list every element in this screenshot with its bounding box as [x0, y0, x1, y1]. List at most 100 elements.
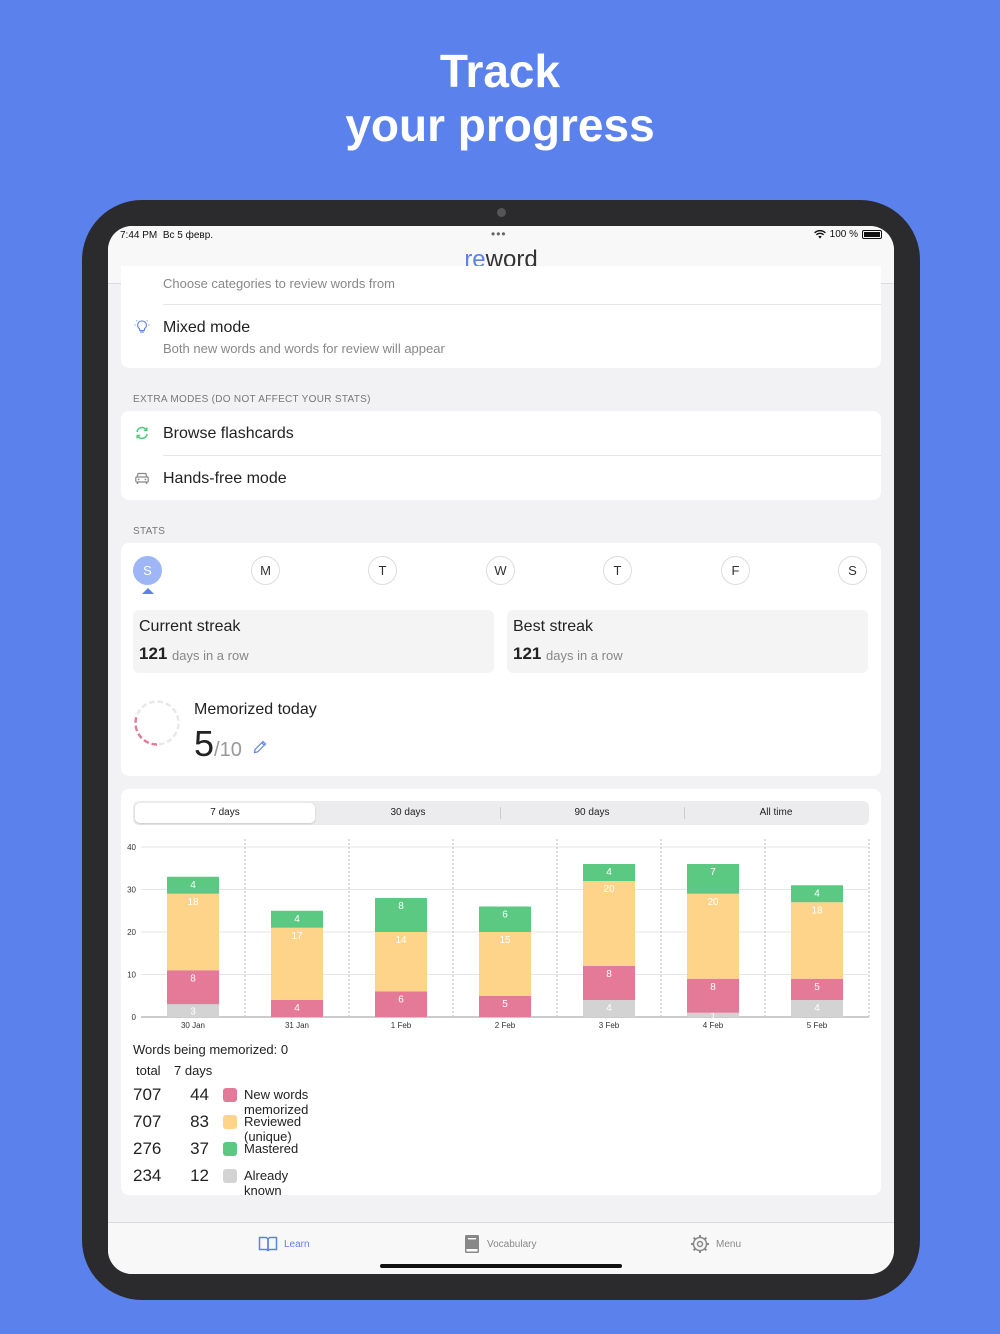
stat-label: Mastered	[244, 1141, 299, 1156]
stats-label: STATS	[133, 526, 166, 537]
bar-value-label: 8	[398, 901, 404, 912]
tab-7-days[interactable]: 7 days	[135, 803, 315, 823]
weekday-friday[interactable]: F	[721, 556, 750, 585]
best-streak-title: Best streak	[513, 618, 594, 635]
bar-value-label: 20	[603, 884, 615, 895]
bar-value-label: 1	[710, 1011, 716, 1022]
bar-segment	[479, 995, 531, 1017]
tab-menu-label: Menu	[716, 1238, 742, 1250]
current-streak-value: 121	[139, 644, 168, 663]
x-tick-label: 30 Jan	[181, 1021, 205, 1030]
x-tick-label: 3 Feb	[599, 1021, 620, 1030]
legend-swatch-known	[223, 1169, 237, 1183]
bar-value-label: 4	[814, 888, 820, 899]
tab-learn-label: Learn	[284, 1238, 310, 1250]
weekday-sunday[interactable]: S	[133, 556, 162, 585]
multitasking-dots[interactable]: •••	[491, 227, 507, 241]
memorized-today-goal: /10	[214, 739, 242, 761]
col-7days-header: 7 days	[174, 1063, 213, 1078]
status-right: 100 %	[813, 229, 882, 240]
bar-segment	[791, 978, 843, 1000]
bar-value-label: 18	[187, 897, 199, 908]
mixed-mode-title: Mixed mode	[163, 319, 251, 336]
range-segmented-control: 7 days 30 days 90 days All time	[133, 801, 869, 825]
bar-value-label: 18	[811, 905, 823, 916]
bar-segment	[687, 893, 739, 979]
weekday-monday[interactable]: M	[251, 556, 280, 585]
categories-subtitle: Choose categories to review words from	[163, 276, 395, 291]
bar-segment	[583, 966, 635, 1000]
x-tick-label: 2 Feb	[495, 1021, 516, 1030]
bar-value-label: 4	[294, 1003, 300, 1014]
bar-segment	[167, 970, 219, 1005]
mixed-mode-subtitle: Both new words and words for review will…	[163, 341, 445, 356]
bar-value-label: 8	[606, 969, 612, 980]
bar-value-label: 4	[190, 880, 196, 891]
tab-learn[interactable]: Learn	[258, 1233, 310, 1255]
memorized-today-value: 5	[194, 723, 215, 764]
bar-value-label: 8	[190, 973, 196, 984]
tab-menu[interactable]: Menu	[690, 1233, 741, 1255]
bar-segment	[271, 927, 323, 1000]
bar-segment	[791, 885, 843, 903]
bar-segment	[583, 1000, 635, 1017]
bar-segment	[375, 932, 427, 992]
stat-total: 707	[133, 1085, 162, 1104]
bar-value-label: 20	[707, 897, 719, 908]
stat-total: 234	[133, 1166, 162, 1185]
bar-segment	[687, 978, 739, 1013]
bar-value-label: 4	[294, 914, 300, 925]
tab-90-days[interactable]: 90 days	[574, 807, 610, 818]
tab-all-time[interactable]: All time	[759, 807, 793, 818]
bar-segment	[583, 881, 635, 966]
hands-free-row[interactable]: Hands-free mode	[121, 456, 881, 500]
bar-value-label: 3	[190, 1007, 196, 1018]
bar-value-label: 5	[814, 982, 820, 993]
tab-vocabulary-label: Vocabulary	[487, 1238, 537, 1250]
seg-separator	[684, 807, 685, 819]
bar-segment	[271, 1000, 323, 1017]
chart-card: 7 days 30 days 90 days All time 0 10 20 30 4…	[121, 789, 881, 1198]
bar-value-label: 4	[606, 867, 612, 878]
wifi-icon	[813, 230, 826, 239]
bar-segment	[271, 910, 323, 928]
bar-value-label: 8	[710, 982, 716, 993]
y-tick-label: 20	[127, 928, 136, 937]
status-bar: 7:44 PM Вс 5 февр. ••• 100 %	[108, 226, 894, 246]
browse-flashcards-row[interactable]: Browse flashcards	[121, 411, 881, 455]
car-icon	[135, 472, 149, 484]
bar-segment	[479, 932, 531, 996]
bar-value-label: 15	[499, 935, 511, 946]
bar-value-label: 5	[502, 999, 508, 1010]
book-closed-icon	[465, 1235, 479, 1253]
app-screen: reword 7:44 PM Вс 5 февр. ••• 100 % Choo…	[108, 226, 894, 1274]
bar-value-label: 6	[398, 995, 404, 1006]
best-streak-suffix: days in a row	[546, 648, 623, 663]
bar-segment	[583, 864, 635, 881]
camera	[497, 208, 506, 217]
weekday-wednesday[interactable]: W	[486, 556, 515, 585]
selected-day-caret	[142, 588, 154, 594]
weekday-tuesday[interactable]: T	[368, 556, 397, 585]
status-time: 7:44 PM Вс 5 февр.	[120, 230, 213, 241]
daily-progress-ring	[134, 700, 180, 746]
edit-pencil-icon[interactable]	[252, 739, 268, 755]
bar-segment	[687, 1012, 739, 1017]
stat-label: Already known	[244, 1168, 289, 1198]
seg-separator	[500, 807, 501, 819]
legend-swatch-reviewed	[223, 1115, 237, 1129]
mixed-mode-row[interactable]: Mixed mode Both new words and words for …	[121, 304, 881, 368]
tab-vocabulary[interactable]: Vocabulary	[463, 1233, 536, 1255]
weekday-thursday[interactable]: T	[603, 556, 632, 585]
weekday-saturday[interactable]: S	[838, 556, 867, 585]
tab-30-days[interactable]: 30 days	[390, 807, 426, 818]
x-tick-label: 4 Feb	[703, 1021, 724, 1030]
stat-total: 276	[133, 1139, 162, 1158]
headline-line-2: your progress	[345, 99, 655, 151]
stat-week: 12	[190, 1166, 209, 1185]
memorized-today-title: Memorized today	[194, 701, 317, 718]
browse-flashcards-label: Browse flashcards	[163, 425, 294, 442]
words-memorizing: Words being memorized: 0	[133, 1042, 289, 1057]
refresh-icon	[136, 426, 148, 440]
